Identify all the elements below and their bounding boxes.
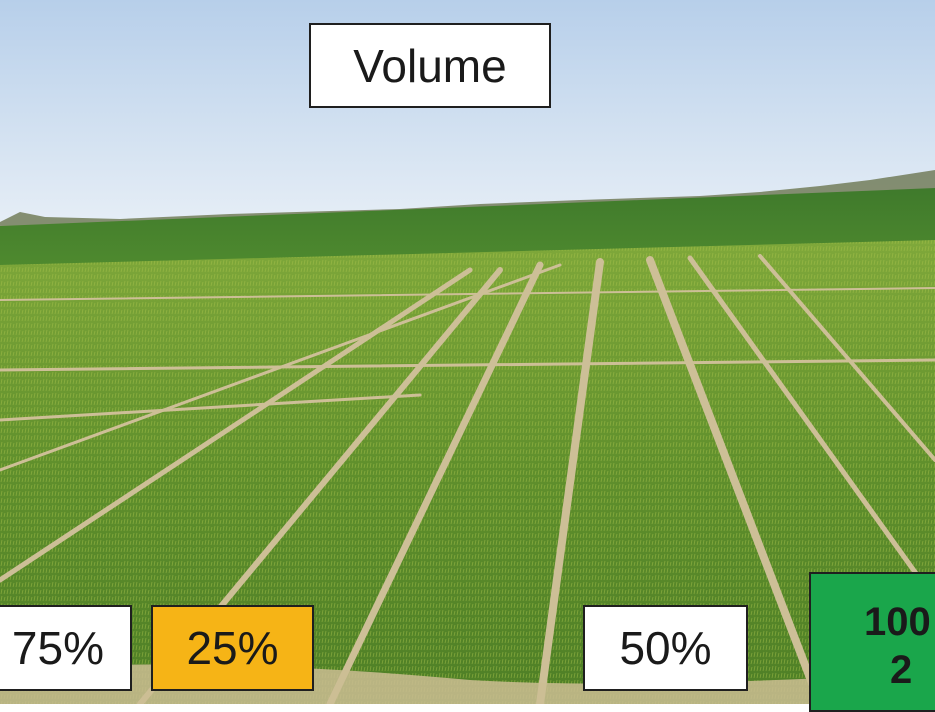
percent-label-100-line1: 100 xyxy=(864,600,931,644)
percent-label-50: 50% xyxy=(583,605,748,691)
percent-label-100-line2: 2 xyxy=(890,648,913,692)
percent-label-100: 100 2 xyxy=(809,572,935,712)
percent-label-25: 25% xyxy=(151,605,314,691)
title-label: Volume xyxy=(309,23,551,108)
percent-label-75: 75% xyxy=(0,605,132,691)
